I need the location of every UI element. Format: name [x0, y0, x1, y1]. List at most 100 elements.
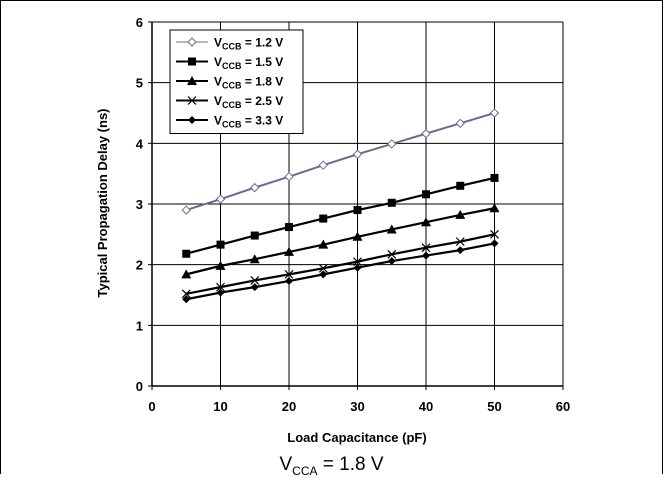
- data-point: [318, 239, 329, 249]
- data-point: [456, 246, 465, 255]
- x-marker-stroke: [353, 257, 362, 267]
- figure-caption: VCCA = 1.8 V: [0, 454, 663, 478]
- data-point: [353, 257, 362, 267]
- data-point: [319, 270, 328, 279]
- x-tick-label: 30: [350, 399, 364, 414]
- legend-label: VCCB = 1.8 V: [214, 75, 283, 91]
- legend-label: VCCB = 1.5 V: [214, 55, 283, 71]
- caption-main: V: [279, 454, 293, 475]
- x-marker-stroke: [187, 96, 197, 105]
- data-point: [455, 237, 465, 247]
- data-point: [353, 263, 362, 272]
- data-point: [215, 260, 226, 270]
- legend-marker: [187, 96, 197, 105]
- data-point: [422, 190, 430, 199]
- x-tick-label: 50: [487, 399, 501, 414]
- data-point: [353, 206, 362, 215]
- series-lines: [181, 108, 500, 304]
- series-line-4: [186, 233, 495, 295]
- x-tick-label: 20: [282, 399, 296, 414]
- y-tick-label: 0: [136, 379, 143, 394]
- data-point: [421, 243, 431, 253]
- data-point: [285, 277, 293, 286]
- x-marker-stroke: [181, 289, 191, 299]
- data-point: [318, 263, 328, 273]
- data-point: [319, 214, 328, 223]
- data-point: [387, 249, 397, 259]
- x-tick-label: 0: [148, 399, 155, 414]
- legend-marker: [187, 37, 197, 47]
- tick-labels: 0 10 20 30 40 50 60 0 1 2 3 4 5 6: [136, 15, 570, 414]
- legend-marker: [187, 76, 197, 85]
- data-point: [421, 128, 431, 139]
- data-point: [181, 269, 192, 279]
- legend-entry: VCCB = 2.5 V: [176, 94, 283, 110]
- data-point: [456, 181, 465, 190]
- x-marker-stroke: [284, 269, 294, 279]
- legend-label: VCCB = 2.5 V: [214, 94, 283, 110]
- y-tick-label: 6: [136, 15, 143, 30]
- x-tick-label: 10: [213, 399, 227, 414]
- data-point: [387, 139, 397, 149]
- data-point: [421, 217, 431, 227]
- data-point: [250, 182, 260, 193]
- data-point: [489, 108, 500, 118]
- legend: VCCB = 1.2 V VCCB = 1.5 V VCCB = 1.8 V VCCB…: [169, 29, 304, 134]
- data-point: [352, 149, 363, 159]
- y-tick-label: 2: [136, 258, 143, 273]
- data-point: [284, 171, 294, 182]
- x-marker-stroke: [216, 282, 225, 292]
- x-marker-stroke: [421, 243, 431, 253]
- legend-entry: VCCB = 1.8 V: [176, 75, 283, 91]
- axes: [148, 21, 564, 390]
- legend-label: VCCB = 1.2 V: [214, 36, 283, 52]
- x-tick-label: 60: [556, 399, 570, 414]
- y-axis-title: Typical Propagation Delay (ns): [95, 108, 110, 297]
- legend-label: VCCB = 3.3 V: [214, 114, 283, 130]
- data-point: [250, 231, 259, 240]
- data-point: [318, 160, 328, 170]
- data-point: [490, 239, 499, 248]
- y-tick-label: 5: [136, 76, 143, 91]
- y-tick-label: 1: [136, 318, 143, 333]
- data-point: [387, 198, 396, 207]
- data-point: [250, 276, 260, 285]
- data-point: [250, 283, 259, 292]
- data-point: [386, 224, 397, 234]
- data-point: [216, 288, 225, 297]
- series-line-5: [186, 242, 495, 301]
- data-point: [455, 118, 465, 129]
- y-tick-label: 4: [136, 136, 144, 151]
- legend-marker: [188, 116, 196, 124]
- data-point: [387, 257, 396, 266]
- data-point: [285, 223, 293, 232]
- data-point: [422, 251, 430, 260]
- data-point: [249, 254, 260, 264]
- data-point: [181, 289, 191, 299]
- legend-entry: VCCB = 1.2 V: [176, 36, 283, 52]
- x-marker-stroke: [318, 263, 328, 273]
- series-line-2: [185, 176, 495, 255]
- data-point: [455, 209, 466, 219]
- x-marker-stroke: [490, 229, 499, 239]
- data-point: [284, 246, 294, 256]
- data-point: [182, 249, 191, 258]
- data-point: [490, 229, 499, 239]
- data-point: [181, 205, 191, 215]
- x-tick-label: 40: [419, 399, 433, 414]
- series-line-1: [185, 112, 495, 212]
- legend-entry: VCCB = 3.3 V: [176, 114, 283, 130]
- data-point: [490, 173, 499, 182]
- data-point: [216, 282, 225, 292]
- x-marker-stroke: [455, 237, 465, 247]
- data-point: [216, 240, 225, 249]
- data-point: [352, 231, 363, 241]
- caption-rest: = 1.8 V: [317, 454, 384, 475]
- y-tick-label: 3: [136, 197, 143, 212]
- data-point: [489, 203, 500, 213]
- caption-subscript: CCA: [292, 463, 318, 478]
- data-point: [284, 269, 294, 279]
- data-point: [215, 194, 226, 204]
- x-marker-stroke: [387, 249, 397, 259]
